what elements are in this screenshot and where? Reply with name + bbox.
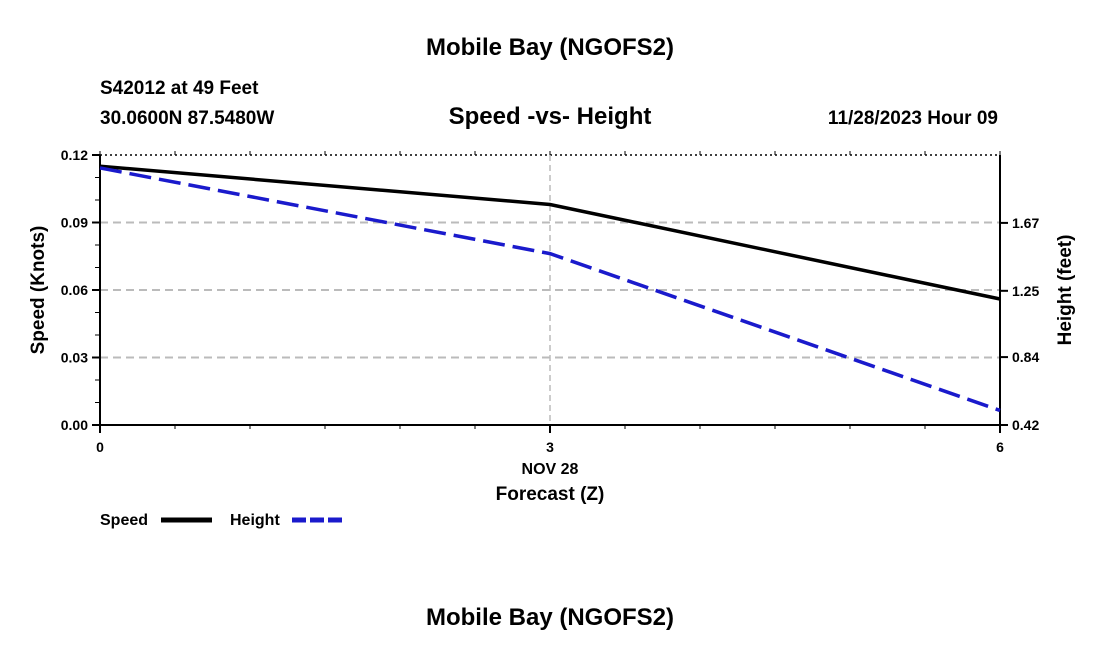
x-tick-label: 0 [96,439,104,455]
legend-speed-label: Speed [100,512,148,529]
y-tick-label: 0.00 [61,417,88,433]
coordinates-label: 30.0600N 87.5480W [100,108,274,129]
chart-title: Speed -vs- Height [449,103,652,130]
legend-height-label: Height [230,512,280,529]
y2-tick-label: 0.42 [1012,417,1039,433]
chart-header-title: Mobile Bay (NGOFS2) [426,34,674,61]
x-axis-label: Forecast (Z) [496,484,605,505]
y2-tick-label: 0.84 [1012,349,1039,365]
y-tick-label: 0.09 [61,215,88,231]
y-tick-label: 0.03 [61,350,88,366]
y2-tick-label: 1.67 [1012,215,1039,231]
y-axis-label: Speed (Knots) [28,226,49,355]
x-tick-label: 6 [996,439,1004,455]
footer-title: Mobile Bay (NGOFS2) [426,604,674,631]
y2-axis-label: Height (feet) [1055,235,1076,346]
y-tick-label: 0.06 [61,282,88,298]
station-label: S42012 at 49 Feet [100,78,259,99]
datetime-label: 11/28/2023 Hour 09 [828,108,998,129]
y2-tick-label: 1.25 [1012,283,1039,299]
x-date-label: NOV 28 [522,461,579,478]
plot-area: 0.00 0.03 0.06 0.09 0.12 0.42 0.84 1.25 1.67 0 3 6 [61,147,1040,455]
x-tick-label: 3 [546,439,554,455]
y-tick-label: 0.12 [61,147,88,163]
